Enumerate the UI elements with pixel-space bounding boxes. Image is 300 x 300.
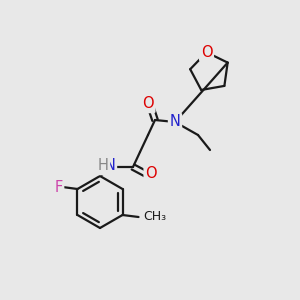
Text: O: O [142,97,154,112]
Text: H: H [98,158,108,173]
Text: CH₃: CH₃ [143,211,167,224]
Text: O: O [145,167,157,182]
Text: N: N [169,115,180,130]
Text: O: O [201,45,212,60]
Text: N: N [105,158,116,173]
Text: F: F [54,179,63,194]
